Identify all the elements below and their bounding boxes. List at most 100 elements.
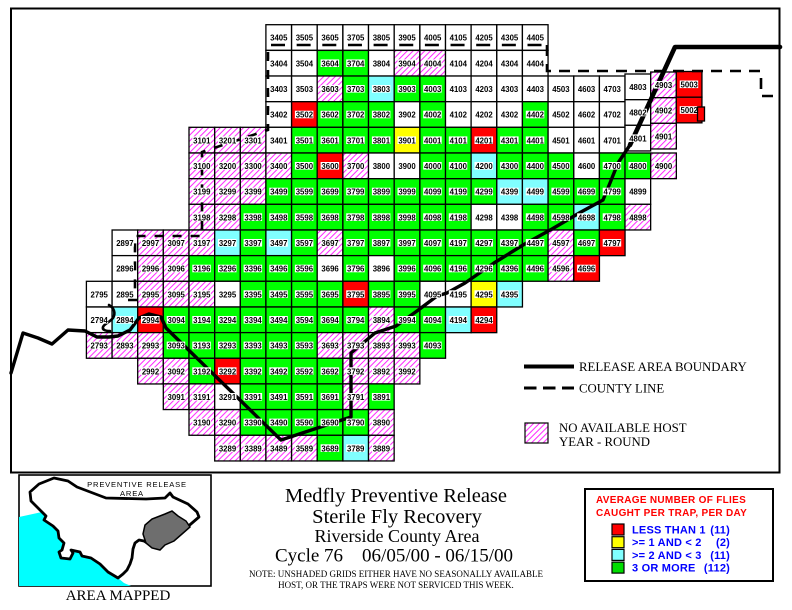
svg-text:3298: 3298 xyxy=(219,213,237,222)
svg-text:(2): (2) xyxy=(716,537,730,549)
svg-text:4697: 4697 xyxy=(578,239,595,248)
svg-text:4095: 4095 xyxy=(424,290,442,299)
svg-text:3689: 3689 xyxy=(321,444,339,453)
svg-text:3499: 3499 xyxy=(270,188,288,197)
svg-text:4198: 4198 xyxy=(450,213,468,222)
svg-text:4803: 4803 xyxy=(629,83,647,92)
svg-text:CAUGHT PER TRAP, PER DAY: CAUGHT PER TRAP, PER DAY xyxy=(596,508,747,519)
svg-text:NOTE: UNSHADED GRIDS EITHER HA: NOTE: UNSHADED GRIDS EITHER HAVE NO SEAS… xyxy=(249,569,544,579)
svg-text:3405: 3405 xyxy=(270,34,288,43)
svg-text:4900: 4900 xyxy=(655,162,673,171)
svg-text:3394: 3394 xyxy=(244,316,262,325)
svg-text:3604: 3604 xyxy=(321,59,339,68)
svg-text:3300: 3300 xyxy=(244,162,262,171)
svg-text:3600: 3600 xyxy=(321,162,339,171)
svg-text:4300: 4300 xyxy=(501,162,519,171)
svg-text:3897: 3897 xyxy=(373,239,390,248)
svg-text:2992: 2992 xyxy=(142,367,160,376)
svg-text:4296: 4296 xyxy=(475,265,493,274)
svg-text:2997: 2997 xyxy=(142,239,159,248)
svg-text:3493: 3493 xyxy=(270,342,288,351)
svg-text:4098: 4098 xyxy=(424,213,442,222)
svg-text:3597: 3597 xyxy=(296,239,313,248)
svg-text:3193: 3193 xyxy=(193,342,211,351)
svg-text:3392: 3392 xyxy=(244,367,262,376)
svg-text:4402: 4402 xyxy=(527,111,545,120)
svg-text:3101: 3101 xyxy=(193,136,211,145)
svg-text:4596: 4596 xyxy=(552,265,570,274)
svg-text:3900: 3900 xyxy=(398,162,416,171)
svg-text:4096: 4096 xyxy=(424,265,442,274)
svg-text:4202: 4202 xyxy=(475,111,493,120)
svg-text:3596: 3596 xyxy=(296,265,314,274)
svg-text:3490: 3490 xyxy=(270,419,288,428)
svg-text:4600: 4600 xyxy=(578,162,596,171)
svg-text:Cycle 76 06/05/00 - 06/15/0: Cycle 76 06/05/00 - 06/15/00 xyxy=(275,546,513,567)
svg-text:4097: 4097 xyxy=(424,239,441,248)
svg-text:4194: 4194 xyxy=(450,316,468,325)
svg-text:3297: 3297 xyxy=(219,239,236,248)
svg-text:YEAR - ROUND: YEAR - ROUND xyxy=(559,435,650,449)
svg-text:3192: 3192 xyxy=(193,367,211,376)
svg-text:3795: 3795 xyxy=(347,290,365,299)
svg-text:3299: 3299 xyxy=(219,188,237,197)
svg-text:3497: 3497 xyxy=(270,239,287,248)
svg-text:3505: 3505 xyxy=(296,34,314,43)
svg-text:4195: 4195 xyxy=(450,290,468,299)
svg-text:3804: 3804 xyxy=(373,59,391,68)
svg-text:3395: 3395 xyxy=(244,290,262,299)
svg-text:3603: 3603 xyxy=(321,85,339,94)
svg-text:4499: 4499 xyxy=(527,188,545,197)
svg-text:4497: 4497 xyxy=(527,239,544,248)
svg-text:4399: 4399 xyxy=(501,188,519,197)
svg-text:3199: 3199 xyxy=(193,188,211,197)
svg-text:3790: 3790 xyxy=(347,419,365,428)
svg-text:4102: 4102 xyxy=(450,111,468,120)
svg-text:3093: 3093 xyxy=(168,342,186,351)
svg-text:3401: 3401 xyxy=(270,136,288,145)
svg-text:4299: 4299 xyxy=(475,188,493,197)
svg-text:3402: 3402 xyxy=(270,111,288,120)
svg-text:3998: 3998 xyxy=(398,213,416,222)
svg-text:4404: 4404 xyxy=(527,59,545,68)
svg-text:AVERAGE NUMBER OF FLIES: AVERAGE NUMBER OF FLIES xyxy=(596,495,746,506)
svg-text:3994: 3994 xyxy=(398,316,416,325)
svg-text:3197: 3197 xyxy=(193,239,210,248)
svg-text:3789: 3789 xyxy=(347,444,365,453)
svg-text:Medfly Preventive Release: Medfly Preventive Release xyxy=(285,485,507,507)
svg-text:3592: 3592 xyxy=(296,367,314,376)
svg-text:3390: 3390 xyxy=(244,419,262,428)
svg-text:4797: 4797 xyxy=(604,239,621,248)
svg-text:3890: 3890 xyxy=(373,419,391,428)
svg-text:3292: 3292 xyxy=(219,367,237,376)
svg-text:4802: 4802 xyxy=(629,109,647,118)
svg-text:3293: 3293 xyxy=(219,342,237,351)
svg-text:3899: 3899 xyxy=(373,188,391,197)
svg-text:4099: 4099 xyxy=(424,188,442,197)
svg-text:4602: 4602 xyxy=(578,111,596,120)
svg-text:4503: 4503 xyxy=(552,85,570,94)
svg-text:4598: 4598 xyxy=(552,213,570,222)
svg-text:3500: 3500 xyxy=(296,162,314,171)
svg-text:2897: 2897 xyxy=(116,239,133,248)
svg-text:4003: 4003 xyxy=(424,85,442,94)
svg-text:3893: 3893 xyxy=(373,342,391,351)
svg-text:4501: 4501 xyxy=(552,136,570,145)
svg-text:4398: 4398 xyxy=(501,213,519,222)
svg-text:3290: 3290 xyxy=(219,419,237,428)
svg-text:NO AVAILABLE HOST: NO AVAILABLE HOST xyxy=(559,421,687,435)
svg-text:3996: 3996 xyxy=(398,265,416,274)
svg-text:4700: 4700 xyxy=(604,162,622,171)
svg-text:4000: 4000 xyxy=(424,162,442,171)
svg-text:2795: 2795 xyxy=(91,290,109,299)
svg-text:3094: 3094 xyxy=(168,316,186,325)
svg-text:3696: 3696 xyxy=(321,265,339,274)
svg-text:3593: 3593 xyxy=(296,342,314,351)
svg-text:3504: 3504 xyxy=(296,59,314,68)
svg-text:3398: 3398 xyxy=(244,213,262,222)
svg-text:3196: 3196 xyxy=(193,265,211,274)
svg-text:3999: 3999 xyxy=(398,188,416,197)
svg-text:4302: 4302 xyxy=(501,111,519,120)
svg-text:4203: 4203 xyxy=(475,85,493,94)
svg-text:3602: 3602 xyxy=(321,111,339,120)
